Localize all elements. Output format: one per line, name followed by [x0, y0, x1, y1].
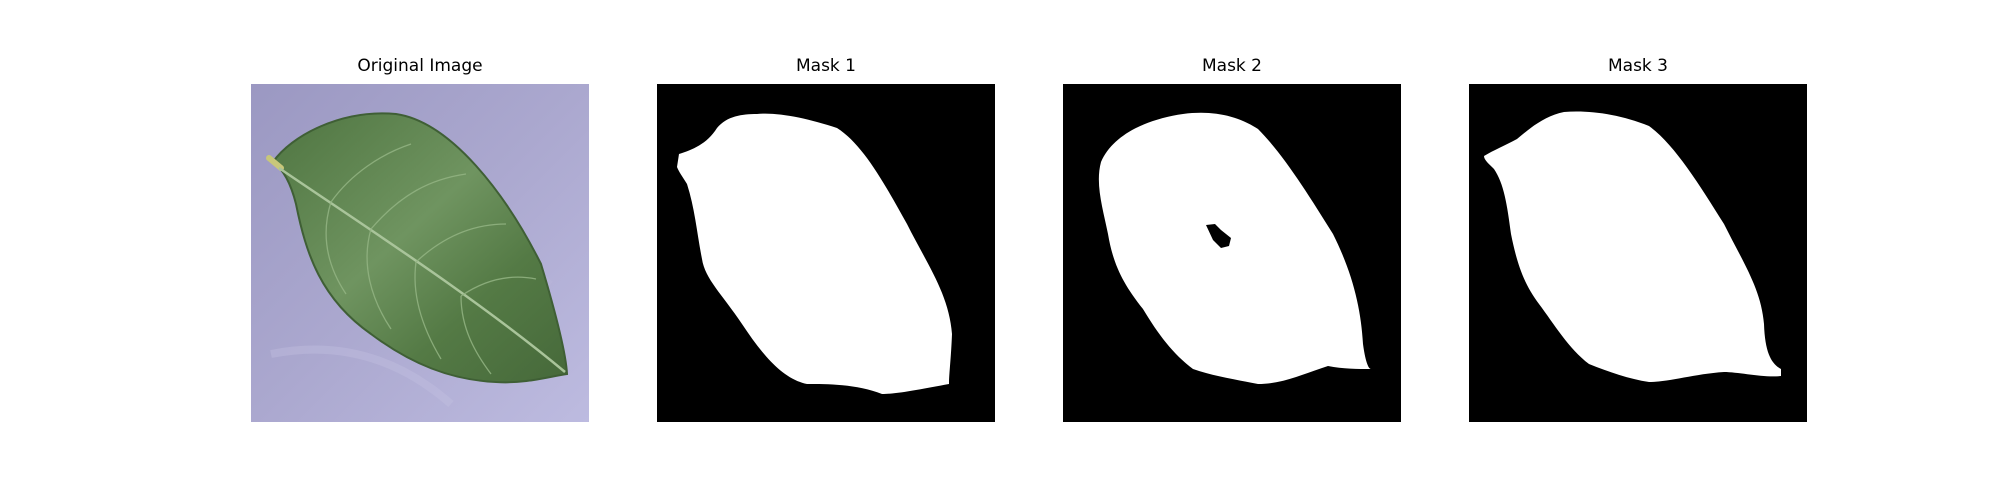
mask-2-image	[1063, 84, 1401, 422]
mask-2-title: Mask 2	[1201, 56, 1262, 76]
original-image-title: Original Image	[357, 56, 483, 76]
mask-3-panel: Mask 3	[1469, 56, 1807, 422]
mask-2-panel: Mask 2	[1063, 56, 1401, 422]
mask-3-title: Mask 3	[1607, 56, 1668, 76]
original-image-panel: Original Image	[251, 56, 589, 422]
mask-1-title: Mask 1	[795, 56, 856, 76]
mask-1-image	[657, 84, 995, 422]
leaf-photo	[251, 84, 589, 422]
mask-3-image	[1469, 84, 1807, 422]
mask-1-panel: Mask 1	[657, 56, 995, 422]
